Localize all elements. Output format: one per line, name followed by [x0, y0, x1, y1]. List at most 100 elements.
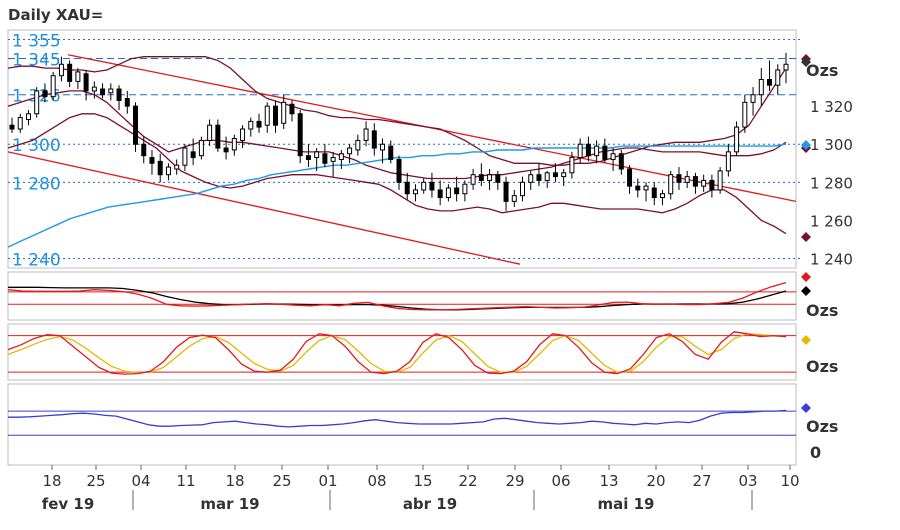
- candle-body-83: [692, 176, 698, 187]
- candle-body-29: [248, 120, 254, 130]
- level-label-1: 1 355: [12, 32, 61, 52]
- x-day-label-5: 18: [225, 472, 244, 490]
- x-day-label-1: 18: [42, 472, 61, 490]
- x-day-label-11: 29: [505, 472, 524, 490]
- candle-body-42: [355, 139, 361, 151]
- candle-body-2: [25, 113, 31, 120]
- candle-body-74: [618, 153, 624, 170]
- candle-body-31: [264, 105, 270, 126]
- candle-body-21: [182, 147, 188, 166]
- candle-body-16: [141, 143, 147, 157]
- candle-body-61: [511, 195, 517, 202]
- candle-body-51: [429, 181, 435, 191]
- candle-body-52: [437, 189, 443, 199]
- candle-body-7: [67, 63, 73, 82]
- x-day-label-16: 03: [738, 472, 757, 490]
- unit-label-3: Ozs: [806, 357, 838, 376]
- right-tick-label-4: 1 260: [810, 212, 853, 230]
- candle-body-93: [775, 69, 781, 86]
- candle-body-53: [445, 187, 451, 199]
- x-month-label-1: fev 19: [42, 495, 95, 513]
- candle-body-24: [207, 124, 213, 141]
- candle-body-89: [742, 101, 748, 128]
- x-day-label-9: 15: [413, 472, 432, 490]
- candle-body-43: [363, 128, 369, 141]
- x-day-label-6: 25: [272, 472, 291, 490]
- x-day-label-4: 11: [176, 472, 195, 490]
- x-month-label-4: mai 19: [598, 495, 655, 513]
- unit-label-4: Ozs: [806, 417, 838, 436]
- candle-body-30: [256, 120, 262, 128]
- candle-body-59: [495, 174, 501, 183]
- oscillator-panels: [7, 281, 796, 436]
- candle-body-54: [454, 187, 460, 195]
- level-label-6: 1 240: [12, 250, 61, 270]
- candle-body-55: [462, 183, 468, 195]
- marker-bb-lower: [801, 232, 811, 242]
- osc3-blue-line: [8, 409, 787, 428]
- x-day-label-7: 01: [318, 472, 337, 490]
- osc1-red-line: [7, 281, 787, 311]
- candle-body-6: [58, 63, 64, 77]
- marker-osc2-yellow: [801, 335, 811, 345]
- chart-title: Daily XAU=: [8, 6, 103, 24]
- x-day-label-17: 10: [780, 472, 799, 490]
- candle-body-62: [520, 181, 526, 197]
- candle-body-60: [503, 181, 509, 202]
- candle-body-25: [215, 124, 221, 149]
- panel-frames: [7, 29, 797, 466]
- marker-price: [801, 57, 811, 67]
- osc2-red-line: [7, 331, 787, 375]
- candle-body-41: [347, 147, 353, 155]
- candle-body-56: [470, 174, 476, 185]
- candle-body-11: [100, 88, 106, 96]
- candle-body-3: [34, 90, 40, 115]
- candle-body-58: [487, 174, 493, 181]
- candle-body-71: [594, 145, 600, 157]
- candle-body-69: [577, 143, 583, 159]
- marker-osc1-black: [801, 286, 811, 296]
- x-day-label-12: 06: [551, 472, 570, 490]
- bollinger-upper: [7, 56, 787, 166]
- candle-body-82: [684, 176, 690, 183]
- candle-body-86: [717, 170, 723, 191]
- candle-body-76: [635, 185, 641, 191]
- x-day-label-10: 22: [458, 472, 477, 490]
- candle-body-45: [380, 143, 386, 151]
- candle-body-88: [734, 126, 740, 153]
- candle-body-1: [17, 117, 23, 130]
- zero-label: 0: [810, 443, 821, 462]
- x-month-label-3: abr 19: [403, 495, 457, 513]
- candle-body-37: [314, 151, 320, 159]
- candle-body-33: [281, 101, 287, 124]
- candle-body-70: [585, 143, 591, 157]
- candle-body-72: [602, 145, 608, 160]
- candle-body-49: [412, 189, 418, 195]
- candle-body-0: [9, 124, 15, 130]
- candle-body-78: [651, 187, 657, 199]
- candle-body-91: [758, 79, 764, 96]
- candle-body-92: [767, 79, 773, 86]
- candle-body-79: [659, 193, 665, 199]
- x-day-label-14: 20: [646, 472, 665, 490]
- candle-body-68: [569, 157, 575, 174]
- axis-labels: 1 320 1 300 1 280 1 260 1 240 Ozs Ozs Ozs Ozs 0 18…: [42, 61, 853, 513]
- candlesticks: [9, 52, 789, 211]
- candle-body-81: [676, 174, 682, 183]
- oscillator-1-frame: [7, 271, 797, 321]
- level-label-4: 1 300: [12, 136, 61, 156]
- level-label-5: 1 280: [12, 174, 61, 194]
- candle-body-28: [240, 128, 246, 141]
- candle-body-39: [330, 157, 336, 162]
- right-tick-label-2: 1 300: [810, 136, 853, 154]
- candle-body-73: [610, 153, 616, 160]
- candle-body-77: [643, 185, 649, 191]
- x-day-label-3: 04: [131, 472, 150, 490]
- candle-body-8: [75, 71, 81, 82]
- candle-body-20: [174, 164, 180, 170]
- candle-body-44: [371, 130, 377, 149]
- candle-body-10: [91, 86, 97, 92]
- x-day-label-13: 13: [599, 472, 618, 490]
- unit-label-2: Ozs: [806, 301, 838, 320]
